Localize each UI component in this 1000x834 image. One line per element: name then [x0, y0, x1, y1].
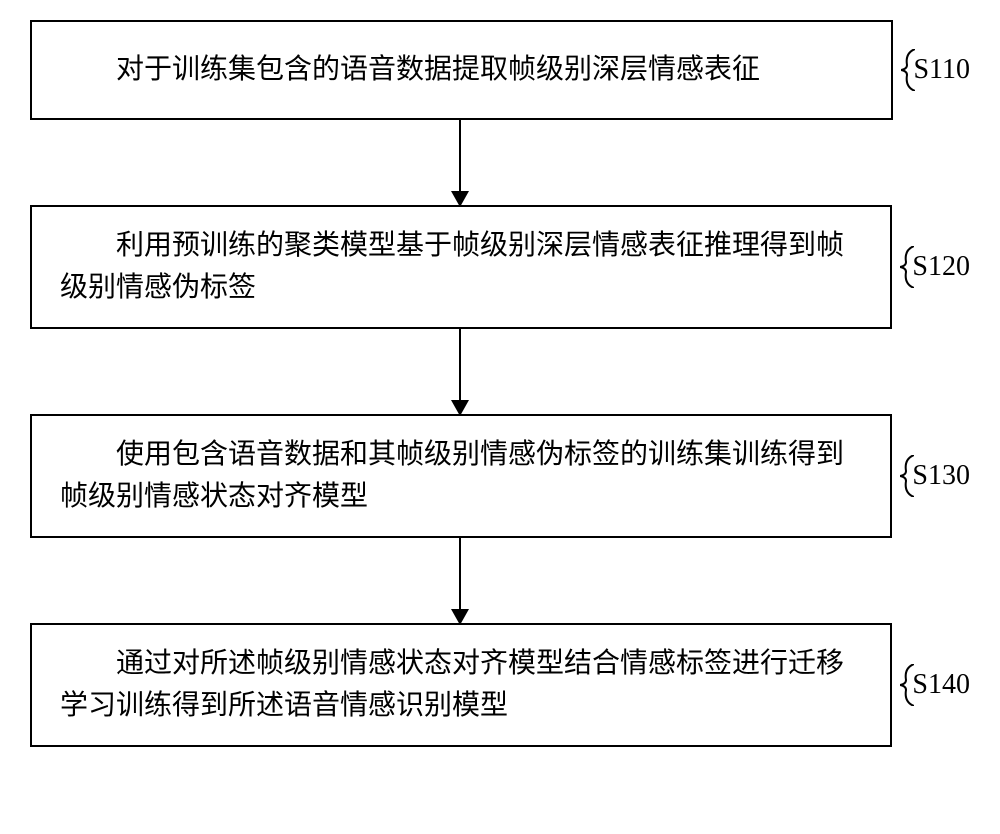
flowchart-container: 对于训练集包含的语音数据提取帧级别深层情感表征 S110 利用预训练的聚类模型基… — [30, 20, 970, 747]
step-label-text-1: S110 — [913, 54, 970, 85]
step-text-3: 使用包含语音数据和其帧级别情感伪标签的训练集训练得到帧级别情感状态对齐模型 — [60, 434, 862, 518]
step-text-4: 通过对所述帧级别情感状态对齐模型结合情感标签进行迁移学习训练得到所述语音情感识别… — [60, 643, 862, 727]
step-box-2: 利用预训练的聚类模型基于帧级别深层情感表征推理得到帧级别情感伪标签 — [30, 205, 892, 329]
step-text-2: 利用预训练的聚类模型基于帧级别深层情感表征推理得到帧级别情感伪标签 — [60, 225, 862, 309]
bracket-icon — [900, 664, 914, 706]
step-container-4: 通过对所述帧级别情感状态对齐模型结合情感标签进行迁移学习训练得到所述语音情感识别… — [30, 623, 970, 747]
step-container-1: 对于训练集包含的语音数据提取帧级别深层情感表征 S110 — [30, 20, 970, 120]
step-text-1: 对于训练集包含的语音数据提取帧级别深层情感表征 — [60, 49, 863, 91]
step-label-text-3: S130 — [912, 460, 970, 491]
bracket-icon — [900, 246, 914, 288]
step-box-4: 通过对所述帧级别情感状态对齐模型结合情感标签进行迁移学习训练得到所述语音情感识别… — [30, 623, 892, 747]
step-label-4: S140 — [912, 669, 970, 701]
step-label-2: S120 — [912, 251, 970, 283]
arrow-container-1 — [30, 120, 970, 205]
step-label-text-2: S120 — [912, 251, 970, 282]
step-label-text-4: S140 — [912, 669, 970, 700]
bracket-icon — [901, 49, 915, 91]
arrow-3 — [459, 538, 461, 623]
step-label-1: S110 — [913, 54, 970, 86]
step-box-1: 对于训练集包含的语音数据提取帧级别深层情感表征 — [30, 20, 893, 120]
step-label-3: S130 — [912, 460, 970, 492]
step-container-2: 利用预训练的聚类模型基于帧级别深层情感表征推理得到帧级别情感伪标签 S120 — [30, 205, 970, 329]
arrow-1 — [459, 120, 461, 205]
step-container-3: 使用包含语音数据和其帧级别情感伪标签的训练集训练得到帧级别情感状态对齐模型 S1… — [30, 414, 970, 538]
bracket-icon — [900, 455, 914, 497]
arrow-container-3 — [30, 538, 970, 623]
step-box-3: 使用包含语音数据和其帧级别情感伪标签的训练集训练得到帧级别情感状态对齐模型 — [30, 414, 892, 538]
arrow-container-2 — [30, 329, 970, 414]
arrow-2 — [459, 329, 461, 414]
